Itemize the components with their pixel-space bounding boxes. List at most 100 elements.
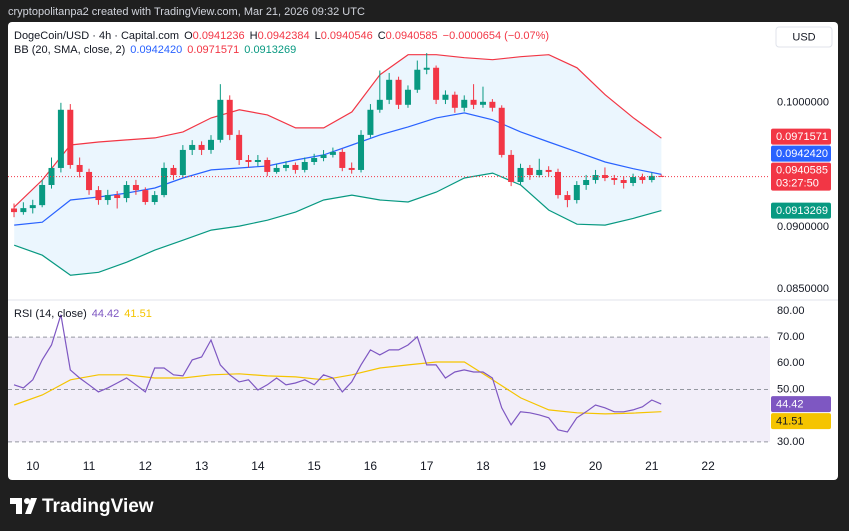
- candle-body: [489, 101, 496, 108]
- candle-body: [358, 134, 365, 170]
- ohlc-key: O: [184, 30, 193, 42]
- candle-body: [67, 109, 74, 165]
- y-tick-label: 50.00: [777, 383, 805, 395]
- ohlc-item: L0.0940546: [315, 30, 373, 42]
- candle-body: [114, 195, 121, 199]
- candle-body: [273, 167, 280, 172]
- candle-body: [320, 154, 327, 159]
- bb-lower-line: [13, 172, 662, 276]
- bb-value: 0.0913269: [244, 44, 297, 56]
- candle-body: [226, 99, 233, 135]
- y-tick-label: 0.0900000: [777, 221, 829, 233]
- ohlc-key: L: [314, 30, 321, 42]
- candle-body: [123, 184, 130, 199]
- candle-body: [423, 67, 430, 70]
- candle-body: [564, 195, 571, 201]
- candle-body: [339, 151, 346, 168]
- candle-body: [508, 154, 515, 183]
- currency-button[interactable]: [775, 26, 833, 48]
- candle-body: [620, 180, 627, 183]
- candle-body: [132, 184, 139, 191]
- candle-body: [207, 139, 214, 150]
- logo-shape: [16, 498, 22, 514]
- candle-body: [414, 69, 421, 90]
- candle-body: [198, 144, 205, 150]
- candle-body: [442, 94, 449, 100]
- price-badge: [771, 162, 831, 191]
- candle-body: [433, 67, 440, 100]
- price-badge-label: 44.42: [776, 399, 804, 411]
- candle-body: [592, 175, 599, 181]
- price-badge-label: 0.0942420: [776, 148, 828, 160]
- candle-body: [264, 160, 271, 172]
- candle-body: [498, 107, 505, 155]
- candle-body: [395, 79, 402, 105]
- ohlc-key: H: [249, 30, 258, 42]
- candle-body: [161, 167, 168, 196]
- price-badge-label: 41.51: [776, 416, 804, 428]
- candle-body: [254, 160, 261, 162]
- candle-body: [170, 167, 177, 176]
- candle-body: [639, 177, 646, 181]
- bb-legend: BB (20, SMA, close, 2) 0.0942420 0.09715…: [14, 44, 296, 56]
- bb-value: 0.0971571: [187, 44, 240, 56]
- y-tick-label: 60.00: [777, 357, 805, 369]
- price-badge: [771, 202, 831, 219]
- candle-body: [526, 167, 533, 176]
- logo-shape: [24, 498, 30, 504]
- bb-title: BB (20, SMA, close, 2): [14, 44, 126, 56]
- chart-panel: [8, 22, 838, 480]
- ohlc-item: C0.0940585: [378, 30, 438, 42]
- candle-body: [39, 184, 46, 206]
- candle-body: [479, 101, 486, 105]
- x-tick-label: 15: [307, 459, 321, 473]
- ohlc-value: 0.0940585: [385, 30, 438, 42]
- price-badge-label: 0.0940585: [776, 165, 828, 177]
- rsi-title: RSI (14, close): [14, 308, 87, 320]
- bb-basis-line: [14, 112, 662, 226]
- ohlc-item: O0.0941236: [184, 30, 245, 42]
- candle-body: [611, 178, 618, 181]
- candle-body: [386, 79, 393, 100]
- x-tick-label: 14: [251, 459, 265, 473]
- candle-body: [11, 208, 18, 213]
- candle-body: [311, 158, 318, 162]
- y-tick-label: 30.00: [777, 436, 805, 448]
- y-tick-label: 80.00: [777, 305, 805, 317]
- candle-body: [517, 167, 524, 183]
- candle-body: [217, 99, 224, 140]
- countdown-label: 03:27:50: [776, 178, 819, 190]
- x-tick-label: 17: [420, 459, 434, 473]
- candle-body: [348, 167, 355, 170]
- price-badge-label: 0.0971571: [776, 131, 828, 143]
- ohlc-key: C: [377, 30, 386, 42]
- candle-body: [95, 190, 102, 201]
- candle-body: [555, 171, 562, 196]
- candle-body: [236, 134, 243, 160]
- y-tick-label: 70.00: [777, 331, 805, 343]
- x-tick-label: 13: [195, 459, 209, 473]
- rsi-legend: RSI (14, close) 44.42 41.51: [14, 308, 152, 320]
- candle-body: [367, 109, 374, 135]
- candle-body: [86, 171, 93, 191]
- candle-body: [461, 99, 468, 108]
- candle-body: [658, 175, 665, 177]
- x-tick-label: 11: [83, 459, 96, 473]
- ohlc-value: 0.0940546: [320, 30, 373, 42]
- rsi-value: 44.42: [91, 308, 120, 320]
- x-tick-label: 22: [701, 459, 715, 473]
- x-tick-label: 18: [476, 459, 490, 473]
- rsi-ma-line: [13, 361, 662, 415]
- x-tick-label: 12: [139, 459, 153, 473]
- rsi-line: [13, 314, 662, 433]
- currency-label[interactable]: USD: [792, 31, 815, 43]
- candle-body: [630, 177, 637, 183]
- ohlc-item: H0.0942384: [250, 30, 310, 42]
- candle-body: [292, 164, 299, 170]
- candle-body: [573, 184, 580, 201]
- ohlc-value: 0.0941236: [192, 30, 245, 42]
- candle-body: [142, 190, 149, 203]
- logo-shape: [25, 498, 37, 514]
- candle-body: [601, 175, 608, 179]
- candle-body: [20, 208, 27, 213]
